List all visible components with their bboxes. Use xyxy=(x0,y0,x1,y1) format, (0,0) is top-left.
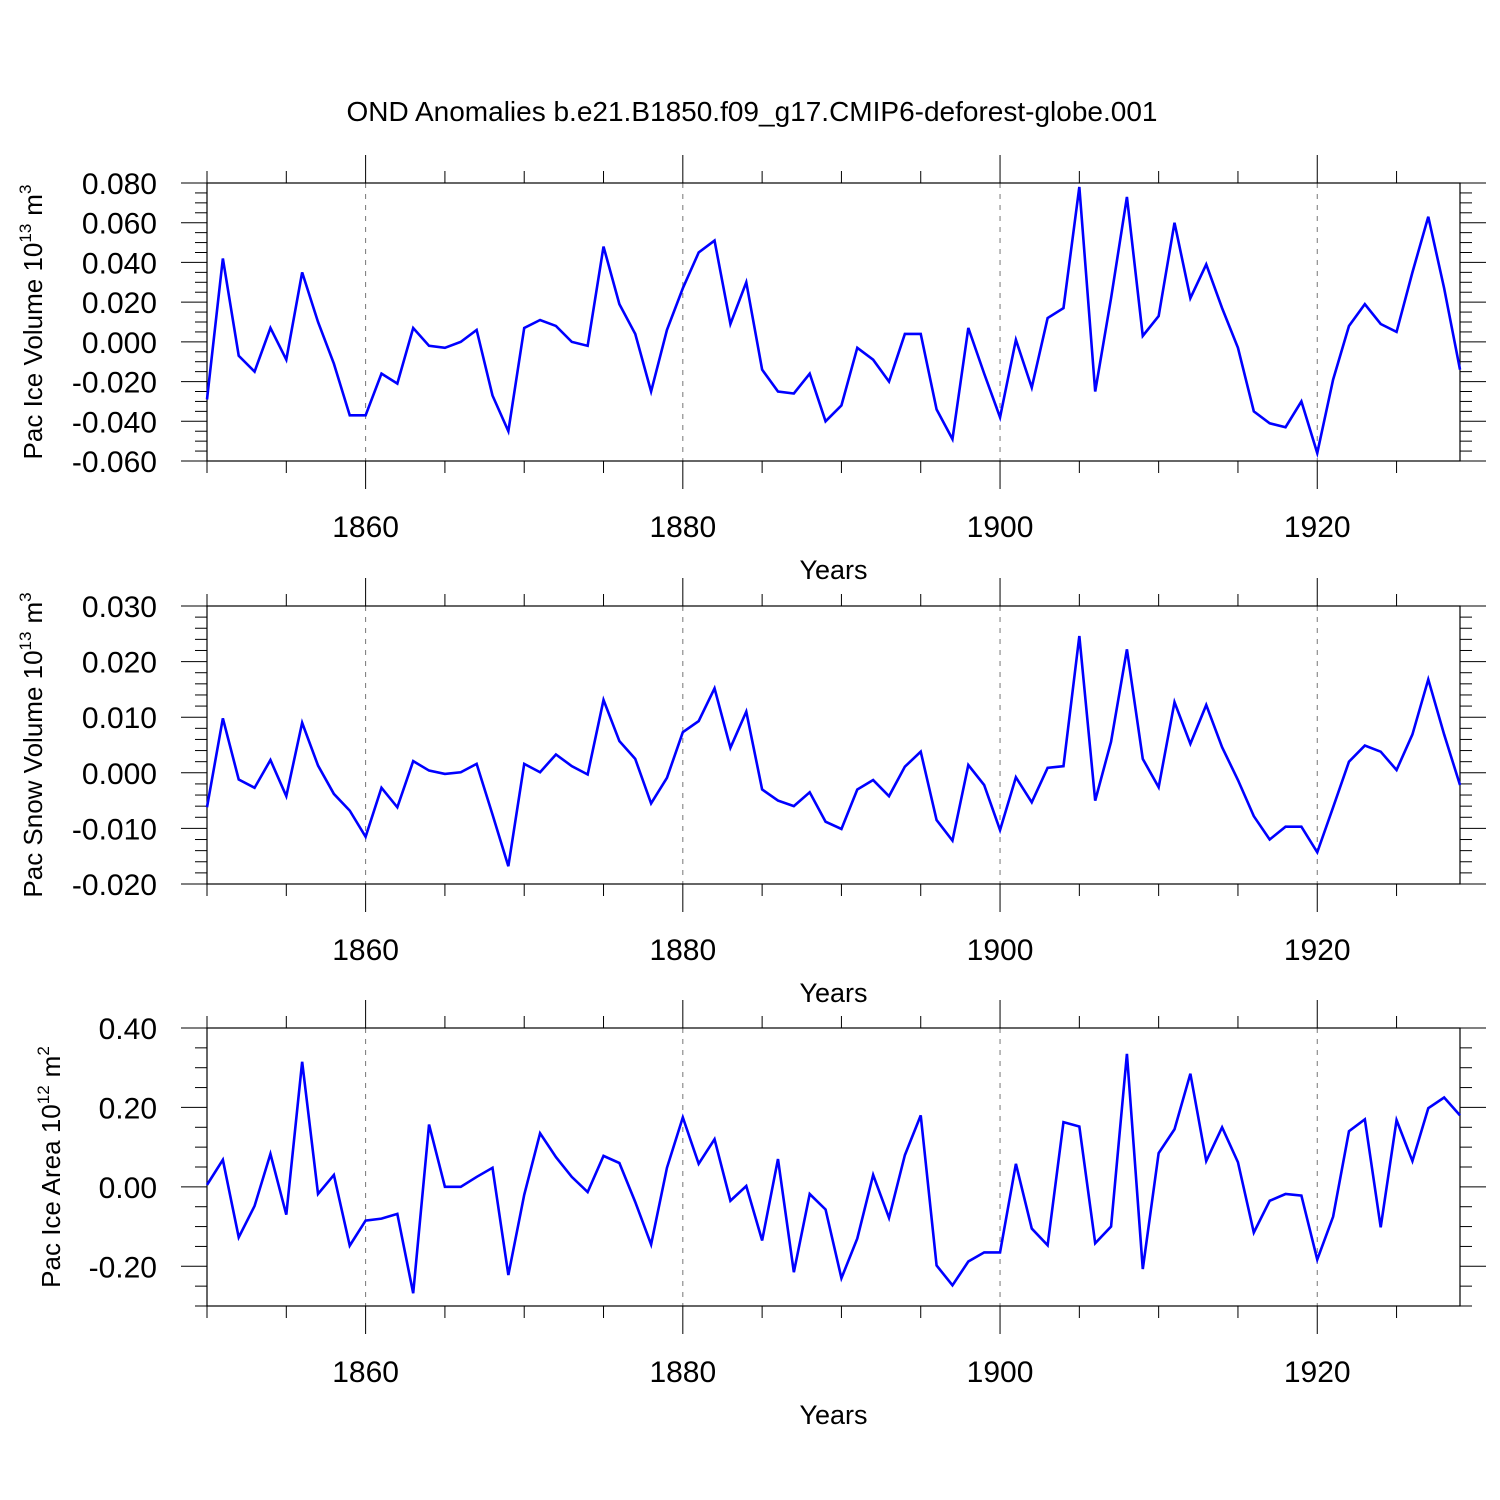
panel-snow-volume: 1860 1880 1900 1920 Years -0.020 -0.010 0.000 0.… xyxy=(16,578,1486,1008)
y-axis-label-unit-exponent: 3 xyxy=(16,592,35,601)
chart-title: OND Anomalies b.e21.B1850.f09_g17.CMIP6-… xyxy=(347,96,1158,127)
x-tick-label: 1920 xyxy=(1284,934,1351,967)
y-axis-label: Pac Ice Area 1012 m2 xyxy=(34,1046,66,1288)
y-tick-label: 0.010 xyxy=(82,702,157,735)
y-tick-label: 0.40 xyxy=(99,1013,157,1046)
plot-frame xyxy=(206,605,1461,885)
y-axis-label-unit: m xyxy=(18,602,48,624)
x-tick-label: 1880 xyxy=(649,511,716,544)
y-tick-label: 0.20 xyxy=(99,1092,157,1125)
y-tick-label: 0.060 xyxy=(82,208,157,241)
series-line xyxy=(205,635,1462,867)
y-tick-label: 0.020 xyxy=(82,287,157,320)
y-tick-label: 0.000 xyxy=(82,758,157,791)
y-axis-label-main: Pac Ice Area 10 xyxy=(36,1104,66,1288)
y-axis-label: Pac Snow Volume 1013 m3 xyxy=(16,592,48,897)
y-tick-label: 0.030 xyxy=(82,591,157,624)
x-tick-label: 1900 xyxy=(967,934,1034,967)
x-tick-label: 1860 xyxy=(332,1356,399,1389)
y-tick-label: 0.000 xyxy=(82,327,157,360)
x-tick-label: 1920 xyxy=(1284,1356,1351,1389)
series-line xyxy=(205,1053,1461,1294)
y-axis-label-exponent: 13 xyxy=(16,632,35,651)
series-line xyxy=(205,186,1462,459)
y-axis-label-unit: m xyxy=(36,1056,66,1078)
y-axis-label-unit-exponent: 3 xyxy=(16,185,35,194)
y-tick-label: -0.060 xyxy=(72,446,157,479)
x-tick-label: 1900 xyxy=(967,1356,1034,1389)
x-axis-label: Years xyxy=(799,978,867,1008)
x-tick-label: 1880 xyxy=(649,934,716,967)
y-tick-label: -0.020 xyxy=(72,367,157,400)
x-tick-label: 1860 xyxy=(332,511,399,544)
x-axis-label: Years xyxy=(799,555,867,585)
x-tick-label: 1920 xyxy=(1284,511,1351,544)
y-tick-label: 0.080 xyxy=(82,168,157,201)
y-axis-label-main: Pac Snow Volume 10 xyxy=(18,650,48,897)
y-tick-label: -0.010 xyxy=(72,813,157,846)
y-axis-label-exponent: 13 xyxy=(16,224,35,243)
y-axis-label-unit: m xyxy=(18,194,48,216)
x-axis-label: Years xyxy=(799,1400,867,1430)
y-tick-label: -0.020 xyxy=(72,869,157,902)
y-tick-label: 0.040 xyxy=(82,247,157,280)
y-tick-label: -0.20 xyxy=(89,1251,157,1284)
y-axis-label-exponent: 12 xyxy=(34,1085,53,1104)
panel-ice-area: 1860 1880 1900 1920 Years -0.20 0.00 0.20 0.40 Pa… xyxy=(34,1000,1486,1430)
y-tick-label: 0.020 xyxy=(82,647,157,680)
y-axis-label-unit-exponent: 2 xyxy=(34,1046,53,1055)
y-axis-label: Pac Ice Volume 1013 m3 xyxy=(16,185,48,460)
y-tick-label: -0.040 xyxy=(72,406,157,439)
plot-frame xyxy=(206,1027,1461,1307)
plot-frame xyxy=(206,182,1461,462)
x-tick-label: 1860 xyxy=(332,934,399,967)
y-axis-label-main: Pac Ice Volume 10 xyxy=(18,243,48,460)
x-tick-label: 1900 xyxy=(967,511,1034,544)
panel-ice-volume: 1860 1880 1900 1920 Years -0.060 -0.040 -0.020 0… xyxy=(16,155,1486,585)
x-tick-label: 1880 xyxy=(649,1356,716,1389)
y-tick-label: 0.00 xyxy=(99,1172,157,1205)
